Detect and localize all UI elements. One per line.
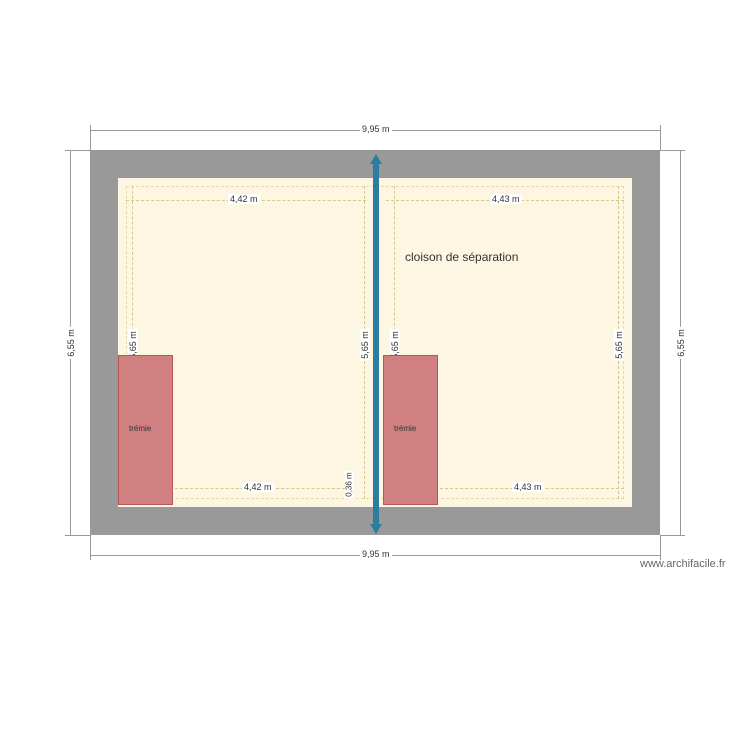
partition-text: cloison de séparation xyxy=(405,250,518,264)
dim-tick xyxy=(660,535,661,560)
inner-dim-bottom-right-label: 4,43 m xyxy=(512,482,544,492)
inner-dim-top-left-label: 4,42 m xyxy=(228,194,260,204)
dim-top-label: 9,95 m xyxy=(360,124,392,134)
dim-tick xyxy=(660,150,685,151)
inner-dim-left-v xyxy=(132,186,133,346)
dim-tick xyxy=(90,125,91,150)
dim-left-label: 6,55 m xyxy=(66,327,76,359)
inner-dim-midright-v xyxy=(394,186,395,346)
dim-tick xyxy=(65,150,90,151)
tremie-right-label: trémie xyxy=(394,424,416,433)
inner-dim-top-right-label: 4,43 m xyxy=(490,194,522,204)
dim-tick xyxy=(660,535,685,536)
dim-bottom-label: 9,95 m xyxy=(360,549,392,559)
tremie-left-label: trémie xyxy=(129,424,151,433)
inner-dim-gap-label: 0,36 m xyxy=(345,470,354,498)
inner-dim-midleft-v-label: 5,65 m xyxy=(360,329,370,361)
wall-left xyxy=(90,150,118,535)
dim-tick xyxy=(65,535,90,536)
tremie-right: trémie xyxy=(383,355,438,505)
watermark: www.archifacile.fr xyxy=(640,558,730,560)
dim-tick xyxy=(90,535,91,560)
partition-wall xyxy=(373,164,379,524)
dim-right-label: 6,55 m xyxy=(676,327,686,359)
partition-cap-top xyxy=(370,154,382,164)
partition-cap-bottom xyxy=(370,524,382,534)
dim-tick xyxy=(660,125,661,150)
inner-dim-bottom-left-label: 4,42 m xyxy=(242,482,274,492)
inner-dim-right-v-label: 5,65 m xyxy=(614,329,624,361)
floorplan-canvas: 9,95 m 9,95 m 6,55 m 6,55 m 4,42 m 4,43 … xyxy=(0,0,750,750)
wall-right xyxy=(632,150,660,535)
tremie-left: trémie xyxy=(118,355,173,505)
